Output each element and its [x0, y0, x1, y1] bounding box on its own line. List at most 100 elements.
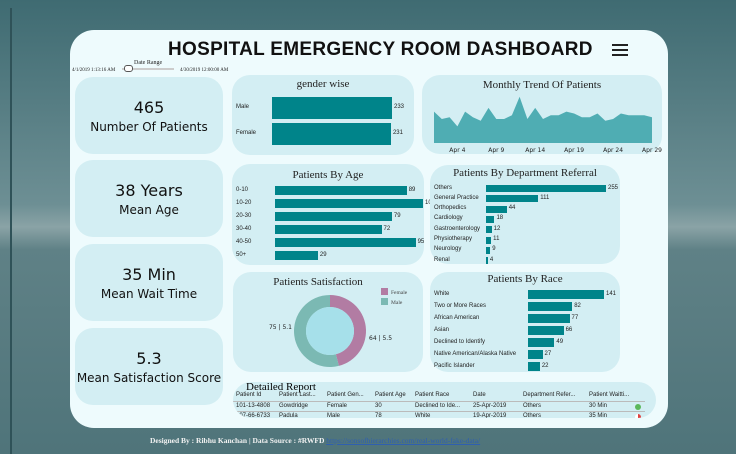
- bar: [528, 302, 573, 311]
- data-label: 141: [606, 290, 617, 297]
- bar-label: 30-40: [236, 225, 252, 232]
- bar-label: General Practice: [434, 194, 479, 201]
- bar: [486, 236, 492, 244]
- bar: [528, 290, 604, 299]
- chart-title: Patients By Age: [292, 169, 364, 181]
- data-label: 11: [493, 236, 500, 242]
- data-label: 9: [492, 246, 496, 253]
- x-tick-label: Apr 19: [564, 147, 584, 154]
- kpi-satisfaction: 5.3 Mean Satisfaction Score: [75, 328, 223, 405]
- gender-chart: gender wise Male 233 Female 231: [232, 75, 414, 155]
- chart-title: Patients By Department Referral: [453, 167, 597, 179]
- kpi-label: Number Of Patients: [90, 119, 208, 134]
- column-header: Patient Age: [375, 392, 406, 398]
- chart-title: Patients Satisfaction: [273, 276, 363, 288]
- bar-label: Gastroenterology: [434, 225, 481, 232]
- table-cell: 25-Apr-2019: [473, 403, 507, 409]
- table-cell: Gowdridge: [279, 403, 309, 409]
- kpi-wait-time: 35 Min Mean Wait Time: [75, 244, 223, 321]
- column-header: Department Refer...: [523, 392, 576, 398]
- table-cell: 101-13-4808: [236, 403, 271, 409]
- bar: [486, 185, 606, 192]
- date-start: 4/1/2019 1:13:16 AM: [72, 68, 116, 73]
- data-label: 18: [496, 215, 504, 222]
- table-cell: Declined to Ide...: [415, 403, 461, 409]
- bar-label: Cardiology: [434, 215, 463, 222]
- column-header: Patient Race: [415, 392, 450, 398]
- data-label: 89: [408, 186, 416, 193]
- data-label: 75 | 5.1: [269, 324, 292, 331]
- kpi-label: Mean Satisfaction Score: [76, 370, 222, 385]
- x-tick-label: Apr 9: [488, 147, 504, 154]
- data-label: 111: [540, 194, 550, 201]
- table-row[interactable]: 107-66-6733 Padula Male 78 White 19-Apr-2019 O…: [233, 411, 645, 418]
- data-label: 22: [541, 362, 549, 369]
- donut-center: [306, 307, 354, 355]
- date-range-slider[interactable]: [122, 68, 174, 70]
- table-cell: 30: [375, 403, 382, 409]
- footer: Designed By : Ribhu Kanchan | Data Sourc…: [150, 436, 480, 445]
- bar-label: Pacific Islander: [434, 362, 475, 369]
- table-cell: Male: [327, 413, 341, 418]
- donut-slice-male: [294, 295, 339, 367]
- data-label: 12: [493, 225, 501, 232]
- bar: [275, 225, 382, 234]
- table-cell: 78: [375, 413, 382, 418]
- table-cell: Others: [523, 403, 542, 409]
- footer-link[interactable]: https://sonsofhierarchies.com/real-world…: [326, 436, 481, 445]
- bar: [528, 362, 540, 371]
- table-cell: Female: [327, 403, 348, 409]
- bar: [486, 257, 488, 265]
- bar: [272, 97, 392, 119]
- column-header: Patient Last...: [279, 392, 316, 398]
- kpi-value: 5.3: [136, 348, 162, 368]
- status-icon: [635, 414, 641, 418]
- x-tick-label: Apr 24: [603, 147, 623, 154]
- column-header: Date: [473, 392, 486, 398]
- legend-swatch: [381, 298, 388, 305]
- table-row[interactable]: 101-13-4808 Gowdridge Female 30 Declined to …: [233, 401, 645, 411]
- legend-swatch: [381, 288, 388, 295]
- footer-text: Designed By : Ribhu Kanchan | Data Sourc…: [150, 436, 325, 445]
- trend-area: [434, 96, 652, 143]
- data-label: 79: [393, 212, 401, 219]
- bar: [275, 199, 423, 208]
- bar-label: Neurology: [434, 246, 462, 253]
- chart-title: Patients By Race: [487, 273, 563, 285]
- data-label: 72: [383, 225, 391, 232]
- detailed-report: Detailed Report Patient Id Patient Last..…: [233, 382, 656, 418]
- legend-label: Female: [391, 290, 408, 296]
- table-cell: Others: [523, 413, 542, 418]
- data-label: 29: [319, 251, 327, 258]
- bar: [275, 238, 416, 247]
- slider-handle[interactable]: [124, 65, 133, 72]
- kpi-value: 35 Min: [122, 264, 176, 284]
- date-range-label: Date Range: [134, 60, 163, 66]
- data-label: 77: [571, 314, 579, 321]
- age-chart: Patients By Age0-108910-2010020-307930-4…: [232, 164, 435, 265]
- legend-label: Male: [391, 300, 403, 306]
- trend-svg: Apr 4 Apr 9 Apr 14 Apr 19 Apr 24 Apr 29: [434, 96, 662, 154]
- column-header: Patient Waitti...: [589, 392, 630, 398]
- table-cell: 30 Min: [589, 403, 608, 409]
- data-label: 233: [394, 104, 405, 110]
- bar: [528, 326, 564, 335]
- donut-slice-female: [330, 295, 367, 366]
- bar-label: 20-30: [236, 212, 252, 219]
- bar-label: 0-10: [236, 186, 249, 193]
- bar-label: 10-20: [236, 199, 252, 206]
- data-label: 4: [489, 256, 494, 263]
- trend-chart: Monthly Trend Of Patients Apr 4 Apr 9 Apr 1…: [422, 75, 662, 154]
- bar-label: Renal: [434, 256, 450, 263]
- bar: [528, 314, 570, 323]
- data-label: 66: [565, 326, 573, 333]
- table-cell: 35 Min: [589, 413, 608, 418]
- bar: [486, 205, 507, 213]
- data-label: 231: [392, 130, 403, 136]
- bar-label: Male: [236, 104, 250, 110]
- menu-icon[interactable]: [612, 44, 628, 56]
- bar-label: 40-50: [236, 238, 252, 245]
- chart-title: Monthly Trend Of Patients: [482, 79, 602, 91]
- kpi-patients: 465 Number Of Patients: [75, 77, 223, 154]
- data-label: 44: [508, 205, 516, 212]
